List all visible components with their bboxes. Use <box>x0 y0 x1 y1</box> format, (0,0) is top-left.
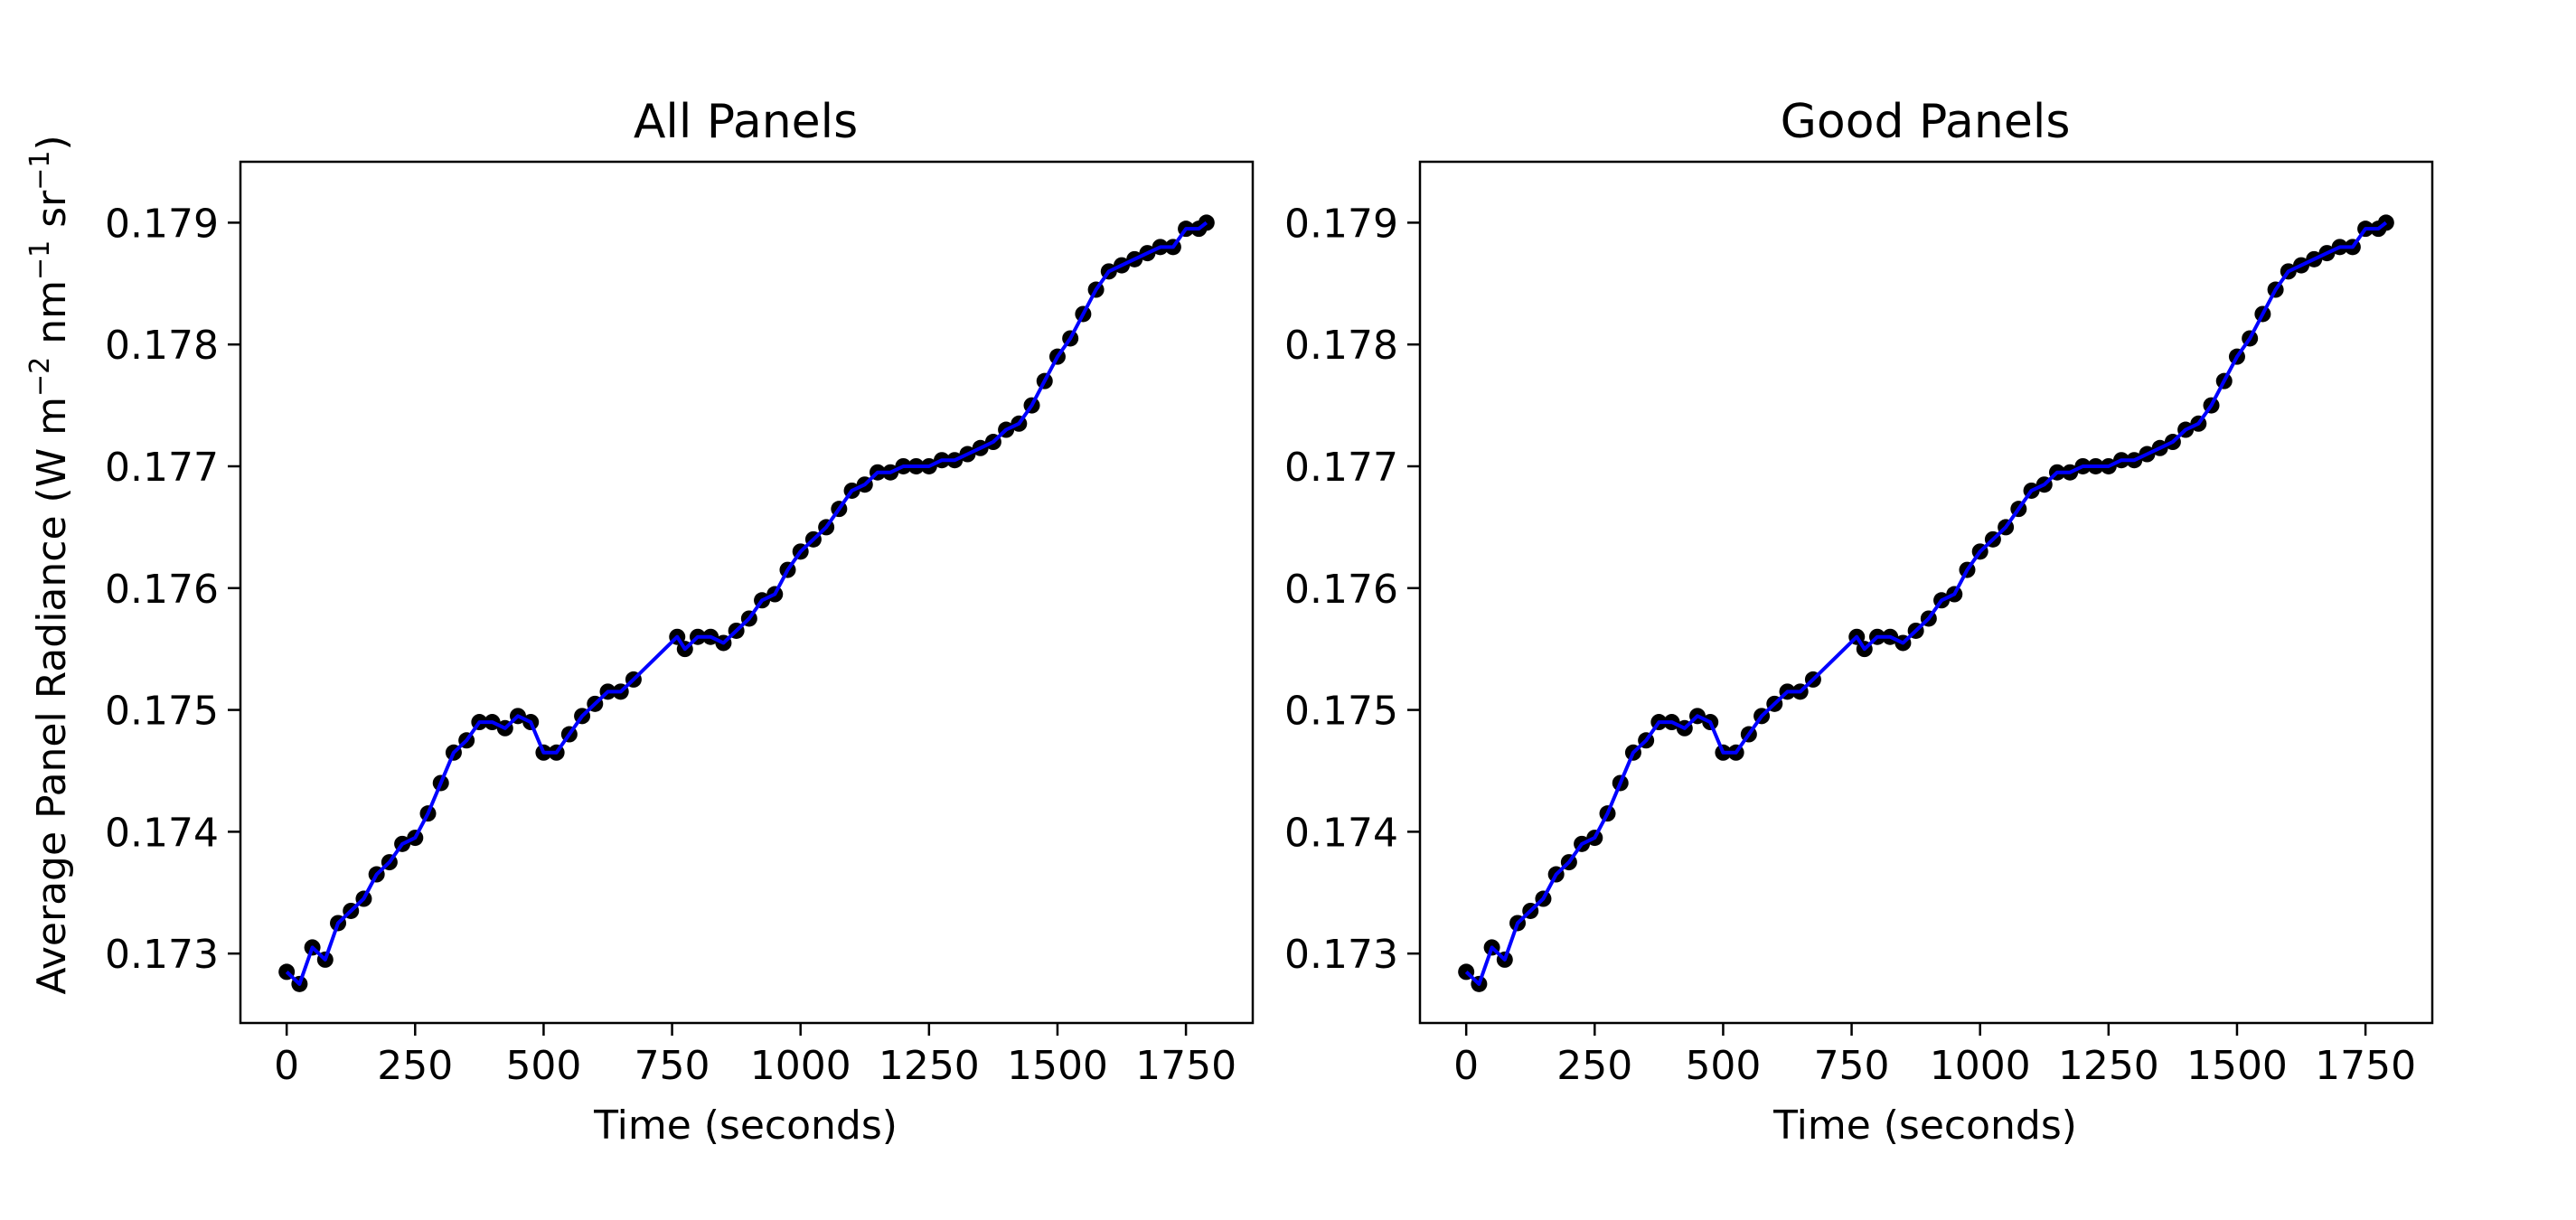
chart-title: Good Panels <box>1781 95 2071 149</box>
y-tick-label: 0.175 <box>1284 689 1398 735</box>
x-tick-label: 1750 <box>2315 1043 2416 1089</box>
x-tick-label: 500 <box>505 1043 581 1089</box>
x-tick-label: 250 <box>377 1043 453 1089</box>
y-tick-label: 0.173 <box>1284 932 1398 978</box>
y-axis-label-end: ) <box>29 135 75 150</box>
y-tick-label: 0.179 <box>105 201 219 247</box>
x-tick-label: 500 <box>1685 1043 1761 1089</box>
y-axis-label-mid2: sr <box>29 190 75 240</box>
x-tick-label: 1500 <box>1007 1043 1108 1089</box>
y-tick-label: 0.173 <box>105 932 219 978</box>
y-tick-label: 0.178 <box>105 323 219 369</box>
y-tick-label: 0.176 <box>1284 567 1398 613</box>
y-tick-label: 0.174 <box>105 810 219 856</box>
x-tick-label: 750 <box>1814 1043 1890 1089</box>
series-line <box>285 221 1208 986</box>
chart-title: All Panels <box>634 95 858 149</box>
x-tick-label: 1000 <box>1930 1043 2031 1089</box>
y-axis-label-main: Average Panel Radiance (W m <box>29 397 75 995</box>
x-axis-label: Time (seconds) <box>1772 1103 2077 1149</box>
x-tick-label: 1750 <box>1135 1043 1236 1089</box>
chart-good-panels: Good Panels 0 250 500 750 1000 1250 1500 1750 0.… <box>1284 95 2434 1149</box>
x-tick-label: 0 <box>274 1043 299 1089</box>
x-axis-label: Time (seconds) <box>593 1103 898 1149</box>
plot-area: 0 250 500 750 1000 1250 1500 1750 0.173 0.174 0.17… <box>105 201 1236 1089</box>
x-tick-label: 1250 <box>879 1043 980 1089</box>
x-tick-label: 1000 <box>750 1043 851 1089</box>
y-axis-label: Average Panel Radiance (W m−2 nm−1 sr−1) <box>24 135 75 994</box>
y-tick-label: 0.174 <box>1284 810 1398 856</box>
y-tick-label: 0.179 <box>1284 201 1398 247</box>
y-axis-label-exp3: −1 <box>24 151 56 191</box>
axes-frame <box>1418 160 2434 1025</box>
y-axis-label-exp2: −1 <box>24 240 56 280</box>
y-tick-label: 0.176 <box>105 567 219 613</box>
y-tick-label: 0.178 <box>1284 323 1398 369</box>
y-axis-label-mid1: nm <box>29 280 75 357</box>
x-tick-label: 1500 <box>2186 1043 2288 1089</box>
plot-area: 0 250 500 750 1000 1250 1500 1750 0.173 0.174 0.17… <box>1284 201 2416 1089</box>
series-line <box>1464 221 2388 986</box>
chart-all-panels: All Panels 0 250 500 750 1000 1250 1500 1750 0.1… <box>105 95 1255 1149</box>
x-tick-label: 0 <box>1453 1043 1479 1089</box>
x-tick-label: 250 <box>1556 1043 1632 1089</box>
x-tick-label: 1250 <box>2058 1043 2159 1089</box>
x-tick-label: 750 <box>635 1043 710 1089</box>
axes-frame <box>239 160 1255 1025</box>
y-tick-label: 0.177 <box>1284 445 1398 491</box>
y-tick-label: 0.177 <box>105 445 219 491</box>
y-axis-label-exp1: −2 <box>24 357 56 397</box>
y-tick-label: 0.175 <box>105 689 219 735</box>
